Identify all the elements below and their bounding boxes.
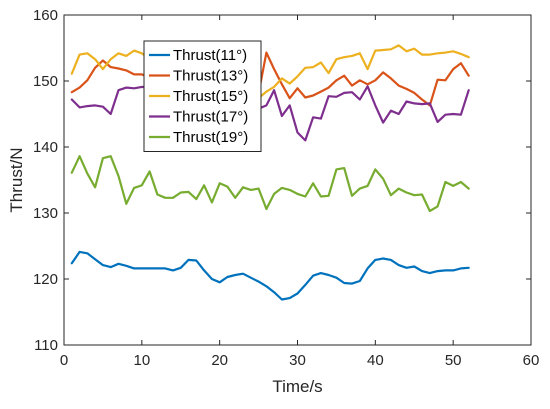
legend-label-1: Thrust(13°) [173,68,248,85]
series-line-2 [70,44,470,100]
legend-label-4: Thrust(19°) [173,129,248,146]
x-tick-label: 40 [367,352,384,369]
x-axis-label: Time/s [272,377,322,396]
series-line-0 [70,250,470,301]
x-tick-label: 50 [445,352,462,369]
axes-layer: 0 10 20 30 40 50 60 110 120 130 140 150 160 [33,7,539,369]
x-tick-label: 0 [60,352,68,369]
legend-label-3: Thrust(17°) [173,109,248,126]
y-axis-label: Thrust/N [7,147,26,212]
y-tick-label: 140 [33,139,58,156]
series-line-4 [70,155,470,213]
x-tick-label: 60 [523,352,540,369]
y-tick-label: 110 [34,337,58,354]
y-tick-label: 120 [33,271,58,288]
y-tick-label: 130 [33,205,58,222]
legend-label-2: Thrust(15°) [173,88,248,105]
x-tick-label: 30 [289,352,306,369]
legend-label-0: Thrust(11°) [173,47,247,64]
series-line-1 [70,51,470,107]
series-line-3 [70,83,470,142]
y-tick-label: 160 [33,7,58,24]
x-tick-label: 10 [133,352,150,369]
legend: Thrust(11°) Thrust(13°) Thrust(15°) Thrust(… [143,40,262,152]
series-layer [70,44,470,301]
y-tick-label: 150 [33,73,58,90]
x-tick-label: 20 [211,352,228,369]
